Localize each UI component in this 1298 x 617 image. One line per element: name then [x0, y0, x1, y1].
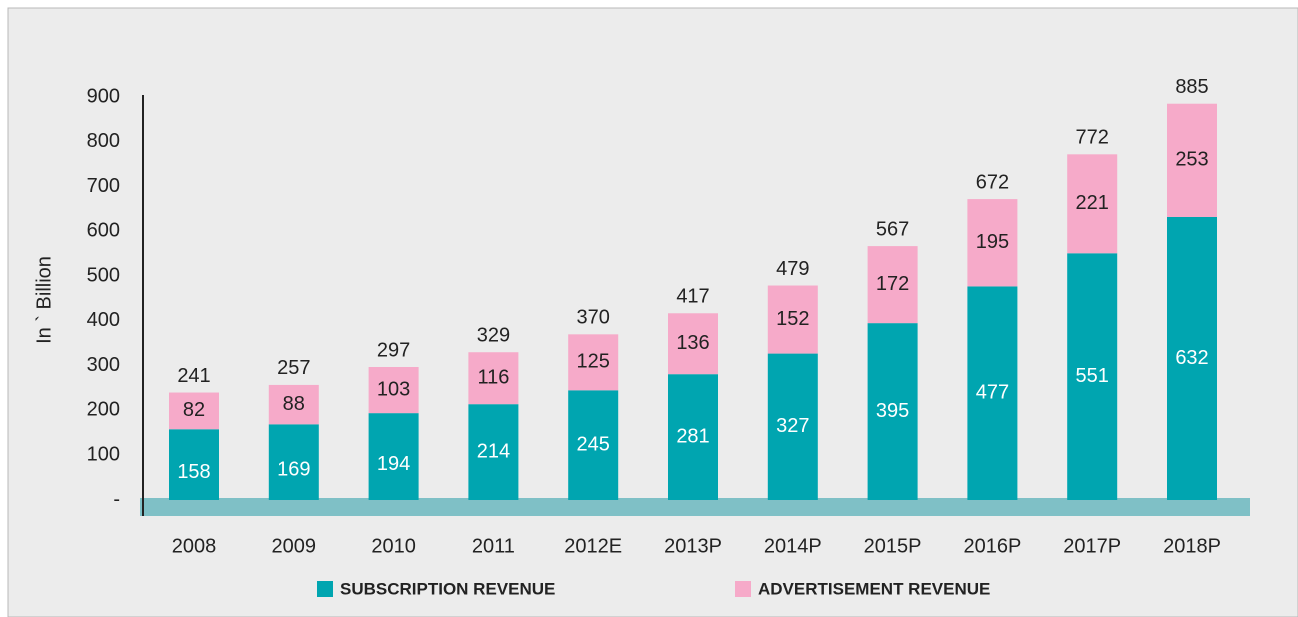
legend-label: SUBSCRIPTION REVENUE — [340, 579, 555, 598]
value-label: 221 — [1076, 192, 1109, 214]
y-tick-label: 400 — [87, 309, 120, 331]
x-tick-label: 2016P — [963, 535, 1021, 557]
bar-segment — [867, 323, 918, 500]
legend-swatch — [735, 581, 751, 597]
x-tick-label: 2011 — [472, 535, 515, 557]
x-tick-label: 2014P — [764, 535, 822, 557]
value-label: 116 — [477, 366, 509, 388]
bar-segment — [867, 246, 918, 324]
bar-segment — [967, 199, 1018, 287]
value-label: 632 — [1175, 347, 1208, 369]
x-tick-label: 2013P — [664, 535, 722, 557]
value-label: 88 — [283, 393, 305, 415]
bar-segment — [1067, 154, 1118, 254]
y-tick-label: 500 — [87, 264, 120, 286]
y-axis-label: In ` Billion — [33, 256, 55, 344]
x-tick-label: 2015P — [864, 535, 922, 557]
value-label: 327 — [776, 415, 809, 437]
y-tick-label: 300 — [87, 354, 120, 376]
total-label: 772 — [1076, 127, 1109, 149]
bar-segment — [1067, 253, 1118, 500]
bar-segment — [767, 353, 818, 500]
value-label: 477 — [976, 381, 1009, 403]
x-tick-label: 2010 — [371, 535, 416, 557]
value-label: 103 — [377, 378, 410, 400]
bar-segment — [468, 352, 519, 405]
bar-segment — [1167, 103, 1217, 218]
total-label: 297 — [377, 339, 410, 361]
bar-segment — [668, 313, 718, 375]
x-tick-label: 2012E — [564, 535, 622, 557]
value-label: 169 — [277, 458, 310, 480]
x-tick-label: 2009 — [272, 535, 317, 557]
total-label: 479 — [776, 258, 809, 280]
bar-segment — [169, 392, 219, 430]
value-label: 152 — [776, 308, 809, 330]
bar-segment — [1167, 217, 1217, 500]
bar-segment — [169, 429, 219, 500]
bar-segment — [368, 367, 419, 414]
bar-segment — [468, 404, 519, 500]
value-label: 253 — [1175, 149, 1208, 171]
total-label: 370 — [577, 307, 610, 329]
bar-segment — [368, 413, 419, 500]
value-label: 194 — [377, 453, 410, 475]
y-tick-label: 600 — [87, 220, 120, 242]
value-label: 245 — [577, 433, 610, 455]
total-label: 885 — [1175, 76, 1208, 98]
bar-segment — [568, 390, 619, 500]
bar-segment — [268, 424, 319, 500]
bar-segment — [268, 384, 319, 425]
total-label: 329 — [477, 325, 510, 347]
bar-segment — [967, 286, 1018, 500]
y-tick-label: 900 — [87, 85, 120, 107]
value-label: 551 — [1076, 365, 1109, 387]
bar-segment — [568, 334, 619, 391]
legend-swatch — [317, 581, 333, 597]
total-label: 417 — [676, 286, 709, 308]
total-label: 567 — [876, 218, 909, 240]
total-label: 241 — [177, 365, 210, 387]
legend-label: ADVERTISEMENT REVENUE — [758, 579, 990, 598]
bar-segment — [668, 374, 718, 500]
y-tick-label: 100 — [87, 444, 120, 466]
x-tick-label: 2018P — [1163, 535, 1221, 557]
value-label: 395 — [876, 400, 909, 422]
bar-segment — [767, 285, 818, 354]
total-label: 672 — [976, 171, 1009, 193]
value-label: 172 — [876, 273, 909, 295]
value-label: 214 — [477, 440, 510, 462]
value-label: 281 — [676, 425, 709, 447]
value-label: 125 — [577, 351, 610, 373]
y-tick-label: 800 — [87, 130, 120, 152]
total-label: 257 — [277, 357, 310, 379]
value-label: 82 — [183, 399, 205, 421]
x-tick-label: 2017P — [1063, 535, 1121, 557]
base-band — [140, 498, 1250, 516]
value-label: 195 — [976, 231, 1009, 253]
value-label: 136 — [676, 332, 709, 354]
y-tick-label: 200 — [87, 399, 120, 421]
x-tick-label: 2008 — [172, 535, 217, 557]
y-tick-label: - — [113, 488, 120, 510]
y-tick-label: 700 — [87, 175, 120, 197]
value-label: 158 — [177, 461, 210, 483]
